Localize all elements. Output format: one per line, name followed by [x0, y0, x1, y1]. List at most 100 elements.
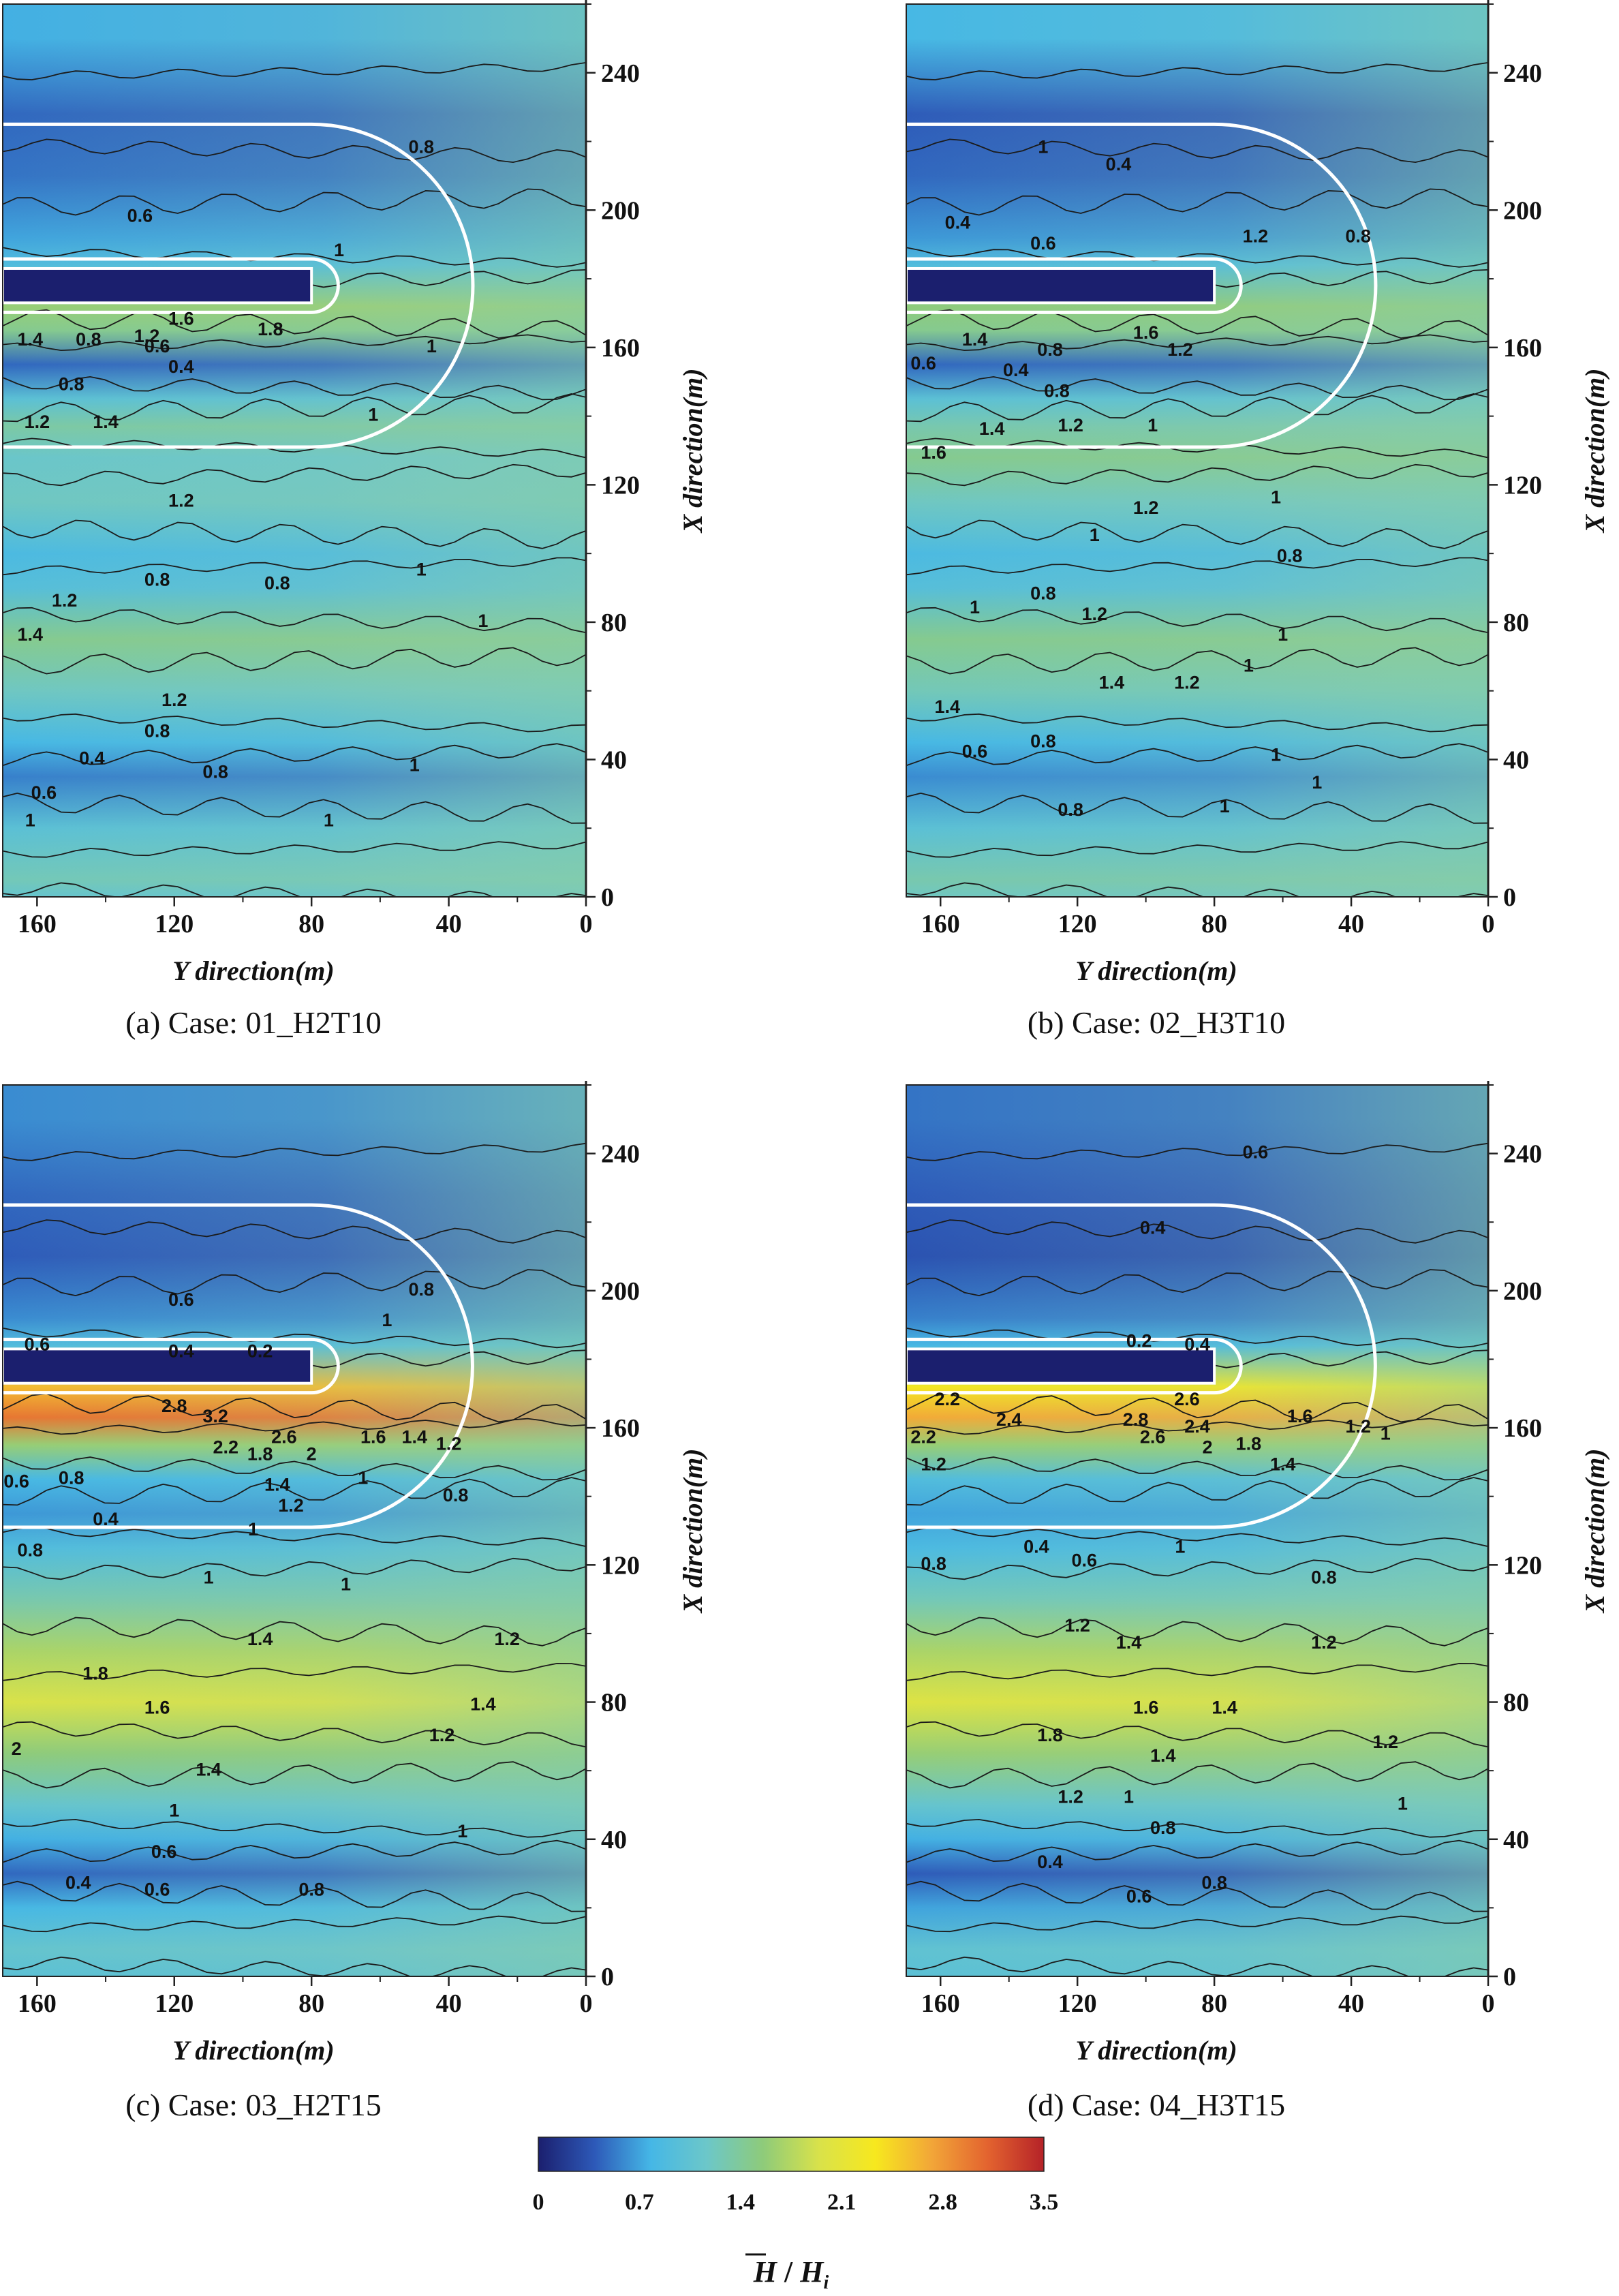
contour-label: 1.4: [1270, 1454, 1296, 1475]
contour-label: 1.2: [1373, 1732, 1399, 1752]
contour-line: [3, 1418, 586, 1435]
field-shading: [3, 1085, 586, 1976]
y-tick-label: 160: [601, 1414, 640, 1443]
contour-label: 1.2: [429, 1725, 455, 1745]
contour-label: 0.8: [144, 720, 170, 741]
x-axis: 160 120 80 40 0 Y direction(m): [18, 897, 593, 986]
contour-label: 0.4: [1037, 1852, 1063, 1872]
contour-label: 0.6: [1030, 233, 1056, 254]
contour-line: [3, 1142, 586, 1161]
contour-label: 0.4: [65, 1872, 91, 1893]
contour-label: 2.8: [161, 1396, 187, 1416]
contour-labels: 0.60.810.6 0.4 0.23.22.82.62.2 1.8 21.6 1.4 1.…: [3, 1279, 520, 1899]
contour-label: 1: [25, 810, 35, 830]
contour-line: [3, 62, 586, 80]
y-tick-label: 200: [601, 196, 640, 225]
contour-label: 2: [307, 1443, 317, 1464]
y-tick-label: 40: [1503, 746, 1529, 774]
contour-label: 1: [382, 1310, 392, 1330]
contour-label: 0.6: [127, 206, 153, 226]
contour-label: 0.8: [1044, 380, 1070, 401]
contour-line: [906, 1456, 1488, 1481]
contour-label: 1.4: [196, 1759, 221, 1779]
contour-line: [3, 743, 586, 767]
contour-label: 0.2: [1126, 1330, 1152, 1351]
contour-label: 1: [1147, 415, 1158, 435]
panel-b: 0.4 1 0.4 0.6 1.2 0.8 1.6 1.4 0.8 1.2 0.6 0.4 0.8 1.4…: [906, 0, 1610, 1040]
contour-line: [906, 792, 1488, 824]
contour-label: 0.6: [962, 741, 988, 762]
panel-c: 0.60.810.6 0.4 0.23.22.82.62.2 1.8 21.6 1.4 1.…: [2, 1081, 708, 2122]
y-tick-label: 0: [1503, 883, 1516, 912]
contour-label: 1: [478, 611, 488, 631]
x-tick-label: 160: [921, 910, 960, 938]
y-axis-title: X direction(m): [677, 1448, 708, 1614]
contour-label: 0.4: [1003, 360, 1029, 380]
x-axis: 160 120 80 40 0 Y direction(m): [18, 1976, 593, 2066]
y-tick-label: 120: [601, 471, 640, 500]
contour-label: 1.4: [401, 1426, 427, 1447]
contour-label: 0.8: [1311, 1567, 1337, 1588]
x-tick-label: 80: [298, 1989, 324, 2018]
contour-label: 1: [1038, 137, 1048, 157]
y-axis: 0 40 80 120 160 200 240 X direction(m): [1487, 0, 1610, 912]
contour-label: 0.8: [264, 573, 290, 594]
contour-line: [906, 247, 1488, 268]
x-axis-title: Y direction(m): [172, 955, 334, 986]
contour-line: [3, 1818, 586, 1838]
contour-line: [3, 792, 586, 824]
contour-label: 2.6: [271, 1426, 297, 1447]
contour-label: 0.4: [1184, 1334, 1210, 1354]
contour-label: 0.6: [1071, 1550, 1097, 1570]
contour-label: 0.4: [945, 213, 971, 233]
y-tick-label: 120: [601, 1551, 640, 1580]
colorbar-tick-label: 0.7: [625, 2190, 654, 2215]
contour-line: [3, 647, 586, 675]
contour-label: 0.6: [910, 353, 936, 373]
contour-line: [906, 841, 1488, 858]
x-tick-label: 120: [155, 910, 194, 938]
x-tick-label: 40: [436, 1989, 462, 2018]
colorbar-tick-label: 3.5: [1030, 2190, 1059, 2215]
contour-label: 0.4: [1106, 154, 1132, 174]
contour-line: [3, 334, 586, 352]
contour-line: [906, 1915, 1488, 1933]
y-tick-label: 0: [1503, 1963, 1516, 1991]
x-tick-label: 120: [1058, 910, 1097, 938]
y-axis-title: X direction(m): [1579, 368, 1610, 534]
contour-label: 2.4: [1184, 1416, 1210, 1437]
contour-label: 1.4: [1150, 1745, 1176, 1766]
contour-label: 0.4: [168, 356, 194, 377]
contour-label: 0.8: [921, 1553, 946, 1574]
contour-line: [906, 138, 1488, 164]
contour-line: [3, 1527, 586, 1548]
contour-line: [906, 1956, 1488, 1976]
y-tick-label: 80: [1503, 1689, 1529, 1717]
inner-boundary-outline: [906, 1337, 1243, 1395]
contour-line: [906, 1617, 1488, 1647]
contour-label: 0.8: [59, 373, 84, 394]
x-tick-label: 160: [18, 1989, 57, 2018]
contour-line: [906, 62, 1488, 80]
colorbar-label-main: H: [753, 2255, 778, 2289]
x-tick-label: 80: [298, 910, 324, 938]
contour-label: 0.8: [1150, 1818, 1176, 1838]
x-tick-label: 80: [1201, 1989, 1227, 2018]
contour-line: [3, 1557, 586, 1580]
contour-label: 1.6: [921, 442, 946, 463]
contour-label: 0.6: [3, 1471, 29, 1492]
contour-label: 0.8: [18, 1540, 44, 1560]
contour-lines: [3, 1142, 586, 1976]
x-axis: 160 120 80 40 0 Y direction(m): [921, 897, 1495, 986]
colorbar-label: H / Hi: [753, 2255, 829, 2293]
contour-line: [3, 1761, 586, 1789]
outer-boundary-outline: [906, 122, 1378, 449]
contour-label: 1.2: [278, 1495, 304, 1516]
contour-line: [906, 713, 1488, 733]
contour-line: [3, 1269, 586, 1297]
contour-label: 1.2: [134, 326, 160, 346]
x-tick-label: 0: [580, 1989, 593, 2018]
x-tick-label: 0: [1482, 1989, 1495, 2018]
contour-line: [906, 1839, 1488, 1863]
contour-line: [906, 647, 1488, 675]
